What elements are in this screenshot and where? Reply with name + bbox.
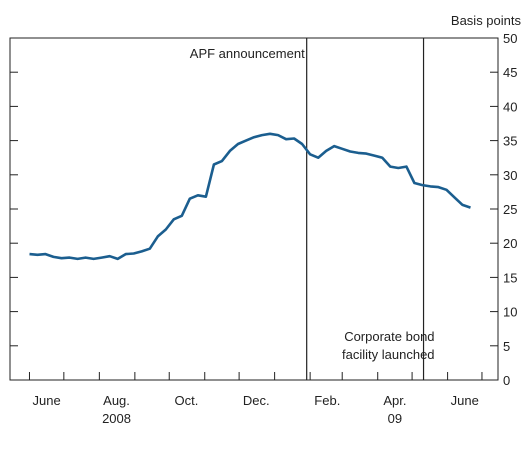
y-axis-label: Basis points [451,13,522,28]
y-tick-label: 45 [503,65,517,80]
x-tick-label: Apr. [383,393,406,408]
year-label: 2008 [102,411,131,426]
x-tick-label: June [451,393,479,408]
y-tick-label: 0 [503,373,510,388]
x-tick-label: Oct. [174,393,198,408]
event-label: Corporate bond [344,329,434,344]
x-tick-label: Aug. [103,393,130,408]
x-tick-label: Feb. [314,393,340,408]
series-line [29,132,471,261]
y-tick-label: 5 [503,339,510,354]
y-tick-label: 10 [503,305,517,320]
y-tick-label: 50 [503,31,517,46]
y-tick-label: 15 [503,270,517,285]
year-label: 09 [388,411,402,426]
y-tick-label: 40 [503,99,517,114]
event-label: APF announcement [190,46,305,61]
x-tick-label: June [33,393,61,408]
event-label: facility launched [342,347,435,362]
y-tick-label: 20 [503,236,517,251]
y-tick-label: 35 [503,134,517,149]
y-tick-label: 25 [503,202,517,217]
y-tick-label: 30 [503,168,517,183]
x-tick-label: Dec. [243,393,270,408]
